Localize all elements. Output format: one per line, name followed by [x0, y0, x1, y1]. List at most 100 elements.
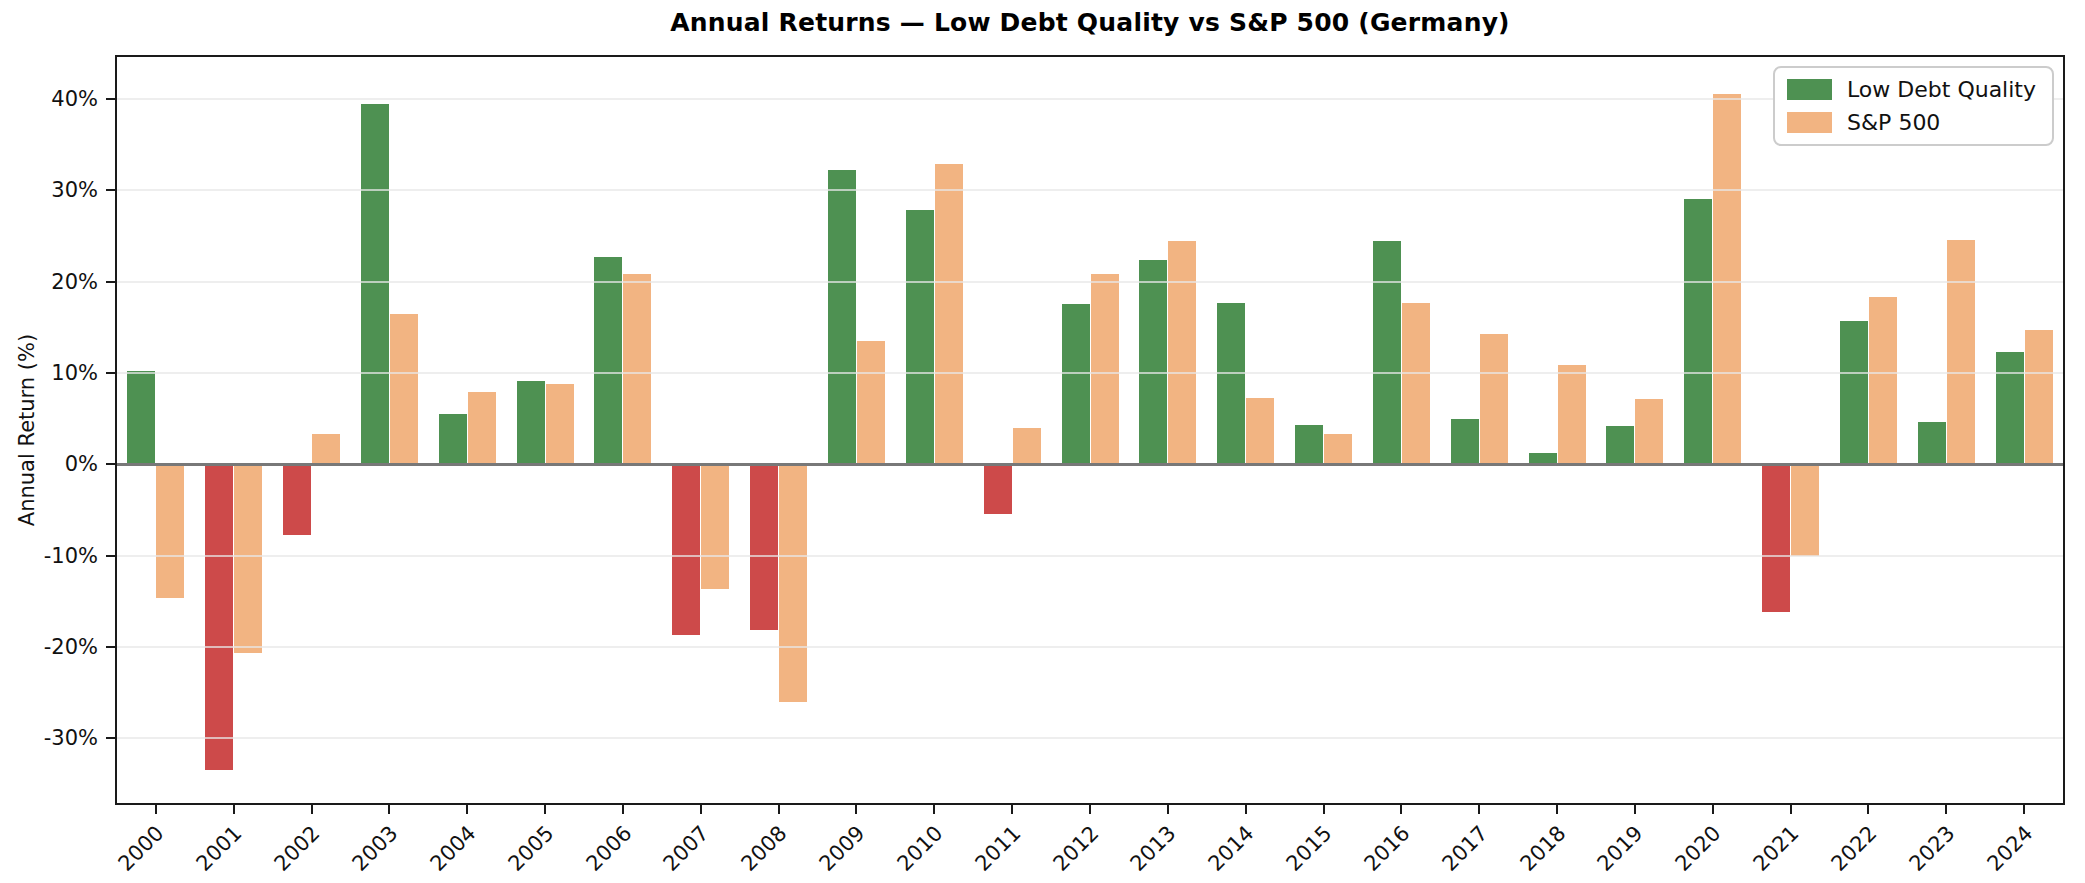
- x-tick-label: 2023: [1904, 821, 1959, 876]
- x-tick-mark: [1089, 805, 1091, 814]
- x-tick-mark: [1323, 805, 1325, 814]
- y-tick-label: 20%: [0, 269, 98, 295]
- x-tick-mark: [1011, 805, 1013, 814]
- bar-2007-s-p-500: [701, 464, 729, 589]
- bar-2007-low-debt-quality: [672, 464, 700, 635]
- bar-2022-low-debt-quality: [1840, 321, 1868, 464]
- bar-2014-s-p-500: [1246, 398, 1274, 465]
- x-tick-mark: [388, 805, 390, 814]
- legend-item-sp500: S&P 500: [1787, 110, 2036, 135]
- x-tick-mark: [933, 805, 935, 814]
- bar-2004-low-debt-quality: [439, 414, 467, 464]
- x-tick-label: 2002: [270, 821, 325, 876]
- bar-2013-low-debt-quality: [1139, 260, 1167, 465]
- x-tick-mark: [855, 805, 857, 814]
- legend-swatch-low-debt-quality: [1787, 79, 1832, 100]
- x-tick-label: 2003: [348, 821, 403, 876]
- bar-2019-low-debt-quality: [1606, 426, 1634, 464]
- bar-2005-s-p-500: [546, 384, 574, 464]
- y-tick-label: 40%: [0, 86, 98, 112]
- bar-2010-low-debt-quality: [906, 210, 934, 464]
- bar-2008-s-p-500: [779, 464, 807, 701]
- x-tick-label: 2006: [581, 821, 636, 876]
- bar-2023-low-debt-quality: [1918, 422, 1946, 464]
- bar-2024-s-p-500: [2025, 330, 2053, 464]
- bar-2021-s-p-500: [1791, 464, 1819, 556]
- x-tick-mark: [1634, 805, 1636, 814]
- x-tick-mark: [1478, 805, 1480, 814]
- legend-label-low-debt-quality: Low Debt Quality: [1847, 77, 2036, 102]
- x-tick-label: 2004: [425, 821, 480, 876]
- bar-2018-s-p-500: [1558, 365, 1586, 465]
- x-tick-mark: [311, 805, 313, 814]
- x-tick-label: 2014: [1204, 821, 1259, 876]
- x-tick-label: 2020: [1671, 821, 1726, 876]
- x-tick-label: 2001: [192, 821, 247, 876]
- legend-swatch-sp500: [1787, 112, 1832, 133]
- y-tick-mark: [106, 646, 115, 648]
- x-tick-label: 2009: [815, 821, 870, 876]
- x-tick-label: 2008: [737, 821, 792, 876]
- bar-2017-s-p-500: [1480, 334, 1508, 465]
- y-tick-mark: [106, 281, 115, 283]
- bar-2016-low-debt-quality: [1373, 241, 1401, 464]
- x-tick-label: 2019: [1593, 821, 1648, 876]
- x-tick-mark: [2023, 805, 2025, 814]
- bar-2016-s-p-500: [1402, 303, 1430, 465]
- y-tick-mark: [106, 555, 115, 557]
- bar-2019-s-p-500: [1635, 399, 1663, 464]
- bar-2006-low-debt-quality: [594, 257, 622, 464]
- bar-2003-low-debt-quality: [361, 104, 389, 465]
- bar-2009-low-debt-quality: [828, 170, 856, 464]
- x-tick-label: 2022: [1827, 821, 1882, 876]
- y-tick-label: 0%: [0, 451, 98, 477]
- bar-2002-low-debt-quality: [283, 464, 311, 535]
- x-tick-label: 2021: [1749, 821, 1804, 876]
- x-tick-mark: [1556, 805, 1558, 814]
- bar-2023-s-p-500: [1947, 240, 1975, 465]
- bar-2001-low-debt-quality: [205, 464, 233, 770]
- bar-2003-s-p-500: [390, 314, 418, 464]
- bar-2020-low-debt-quality: [1684, 199, 1712, 465]
- legend-item-low-debt-quality: Low Debt Quality: [1787, 77, 2036, 102]
- bar-2013-s-p-500: [1168, 241, 1196, 464]
- bar-2000-s-p-500: [156, 464, 184, 597]
- x-tick-mark: [778, 805, 780, 814]
- legend: Low Debt Quality S&P 500: [1773, 66, 2054, 146]
- y-tick-label: -10%: [0, 543, 98, 569]
- x-tick-mark: [1400, 805, 1402, 814]
- legend-label-sp500: S&P 500: [1847, 110, 1940, 135]
- x-tick-mark: [1167, 805, 1169, 814]
- x-tick-label: 2013: [1126, 821, 1181, 876]
- bar-2015-low-debt-quality: [1295, 425, 1323, 464]
- x-tick-label: 2000: [114, 821, 169, 876]
- x-tick-label: 2012: [1048, 821, 1103, 876]
- bar-2020-s-p-500: [1713, 94, 1741, 465]
- y-tick-label: 30%: [0, 177, 98, 203]
- bar-2008-low-debt-quality: [750, 464, 778, 630]
- bar-2018-low-debt-quality: [1529, 453, 1557, 464]
- bar-2005-low-debt-quality: [517, 381, 545, 464]
- bar-2004-s-p-500: [468, 392, 496, 464]
- bar-2002-s-p-500: [312, 434, 340, 464]
- y-tick-label: -30%: [0, 725, 98, 751]
- x-tick-mark: [1945, 805, 1947, 814]
- y-tick-mark: [106, 189, 115, 191]
- gridline: [117, 646, 2063, 648]
- bar-2021-low-debt-quality: [1762, 464, 1790, 612]
- bar-2012-low-debt-quality: [1062, 304, 1090, 464]
- figure: Annual Returns — Low Debt Quality vs S&P…: [0, 0, 2085, 883]
- x-tick-label: 2024: [1982, 821, 2037, 876]
- x-tick-label: 2005: [503, 821, 558, 876]
- y-tick-mark: [106, 737, 115, 739]
- x-tick-mark: [1790, 805, 1792, 814]
- gridline: [117, 98, 2063, 100]
- x-tick-label: 2010: [893, 821, 948, 876]
- x-tick-label: 2011: [970, 821, 1025, 876]
- x-tick-label: 2017: [1437, 821, 1492, 876]
- y-tick-label: -20%: [0, 634, 98, 660]
- bar-2011-low-debt-quality: [984, 464, 1012, 514]
- gridline: [117, 189, 2063, 191]
- x-tick-mark: [466, 805, 468, 814]
- x-tick-label: 2018: [1515, 821, 1570, 876]
